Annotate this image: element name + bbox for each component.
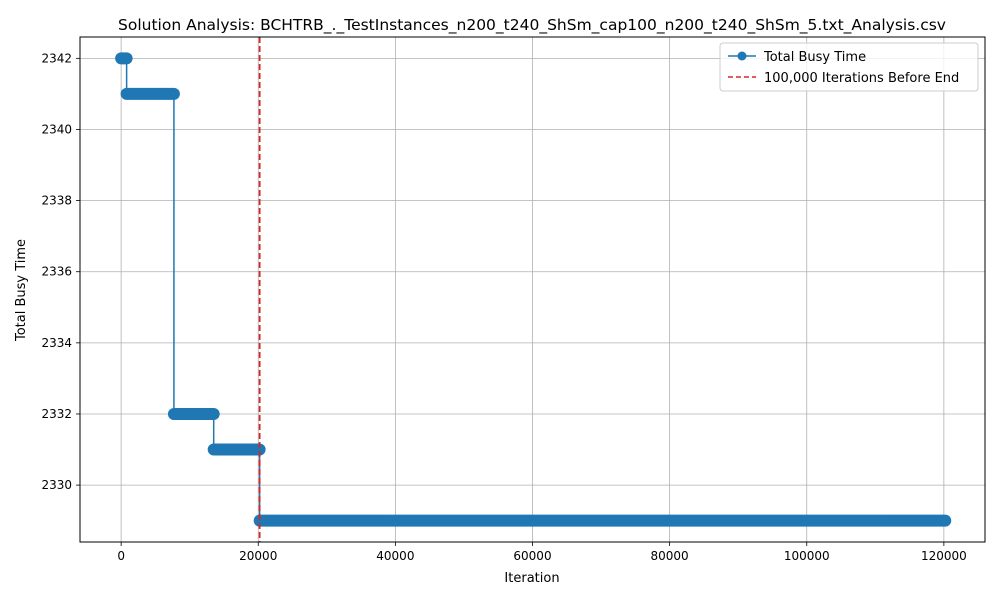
x-tick-label: 120000 [921,549,967,563]
y-tick-label: 2332 [41,407,72,421]
x-tick-label: 80000 [651,549,689,563]
y-tick-label: 2342 [41,51,72,65]
y-tick-label: 2336 [41,265,72,279]
x-tick-label: 60000 [513,549,551,563]
x-axis: 0 20000 40000 60000 80000 100000 120000 [117,542,967,563]
y-tick-label: 2338 [41,194,72,208]
x-tick-label: 100000 [784,549,830,563]
grid [80,37,985,542]
legend: Total Busy Time 100,000 Iterations Befor… [719,42,979,92]
x-tick-label: 40000 [376,549,414,563]
y-tick-label: 2330 [41,478,72,492]
x-tick-label: 0 [117,549,125,563]
y-tick-label: 2340 [41,122,72,136]
y-axis: 2330 2332 2334 2336 2338 2340 2342 [41,51,80,492]
x-tick-label: 20000 [239,549,277,563]
legend-box [719,42,979,92]
legend-label-vline: 100,000 Iterations Before End [764,71,959,86]
legend-marker-total-busy-time [737,51,747,61]
x-axis-label: Iteration [504,571,559,586]
y-axis-label: Total Busy Time [14,239,29,342]
plot-area [115,37,952,542]
y-tick-label: 2334 [41,336,72,350]
legend-label-total-busy-time: Total Busy Time [763,50,866,65]
chart-title: Solution Analysis: BCHTRB_._TestInstance… [118,16,946,35]
